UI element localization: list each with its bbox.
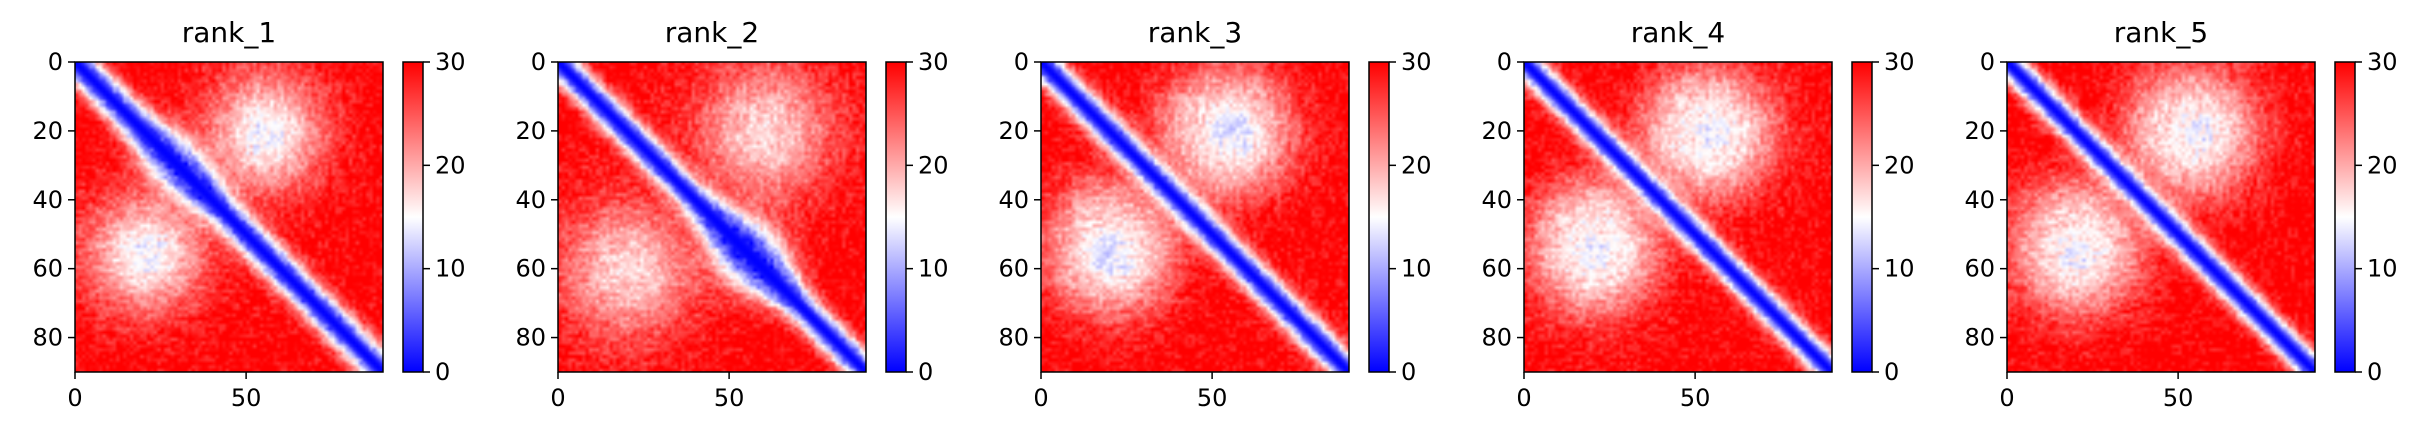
colorbar-tick-label: 30	[435, 48, 466, 76]
colorbar-tick-label: 10	[435, 255, 466, 283]
chart-title: rank_4	[1631, 16, 1725, 49]
colorbar-tick-label: 10	[1401, 255, 1432, 283]
x-tick-label: 0	[1516, 384, 1531, 412]
colorbar	[1368, 61, 1390, 373]
y-tick-label: 20	[515, 117, 546, 145]
y-tick-label: 20	[998, 117, 1029, 145]
x-tick-label: 0	[67, 384, 82, 412]
chart-title: rank_2	[665, 16, 759, 49]
heatmap-svg: rank_1 0 50 0 20 40 60 80 0 10 20 30	[32, 16, 466, 412]
y-tick-label: 40	[1481, 186, 1512, 214]
y-tick-label: 40	[32, 186, 63, 214]
colorbar-tick-label: 0	[1401, 358, 1416, 386]
colorbar	[885, 61, 907, 373]
axes-frame	[74, 61, 384, 373]
chart-title: rank_3	[1148, 16, 1242, 49]
y-tick-label: 0	[48, 48, 63, 76]
colorbar-tick-label: 10	[918, 255, 949, 283]
x-tick-label: 50	[714, 384, 745, 412]
colorbar-tick-label: 20	[2367, 151, 2398, 179]
heatmap-svg: rank_4 0 50 0 20 40 60 80 0 10 20 30	[1481, 16, 1915, 412]
colorbar-tick-label: 10	[2367, 255, 2398, 283]
x-tick-label: 50	[1680, 384, 1711, 412]
y-tick-label: 60	[998, 255, 1029, 283]
y-tick-label: 0	[531, 48, 546, 76]
y-tick-label: 60	[1481, 255, 1512, 283]
heatmap-image	[2007, 62, 2315, 372]
colorbar-tick-label: 30	[918, 48, 949, 76]
y-tick-label: 80	[998, 324, 1029, 352]
x-tick-label: 0	[550, 384, 565, 412]
colorbar-tick-label: 0	[1884, 358, 1899, 386]
heatmap-image	[558, 62, 866, 372]
x-tick-label: 50	[1197, 384, 1228, 412]
x-tick-label: 50	[2163, 384, 2194, 412]
y-tick-label: 0	[1980, 48, 1995, 76]
y-tick-label: 60	[32, 255, 63, 283]
x-tick-label: 0	[1033, 384, 1048, 412]
y-tick-label: 0	[1014, 48, 1029, 76]
colorbar-tick-label: 20	[918, 151, 949, 179]
colorbar-tick-label: 0	[435, 358, 450, 386]
heatmap-panel: rank_5 0 50 0 20 40 60 80 0 10 20 30	[1932, 0, 2415, 438]
chart-title: rank_1	[182, 16, 276, 49]
y-tick-label: 40	[998, 186, 1029, 214]
heatmap-panel: rank_2 0 50 0 20 40 60 80 0 10 20 30	[483, 0, 966, 438]
y-tick-label: 80	[1481, 324, 1512, 352]
x-tick-label: 0	[1999, 384, 2014, 412]
y-tick-label: 20	[1481, 117, 1512, 145]
heatmap-image	[1524, 62, 1832, 372]
colorbar-tick-label: 0	[2367, 358, 2382, 386]
colorbar-tick-label: 30	[2367, 48, 2398, 76]
heatmap-panel: rank_4 0 50 0 20 40 60 80 0 10 20 30	[1449, 0, 1932, 438]
heatmap-svg: rank_2 0 50 0 20 40 60 80 0 10 20 30	[515, 16, 949, 412]
axes-frame	[557, 61, 867, 373]
x-tick-label: 50	[231, 384, 262, 412]
colorbar-tick-label: 20	[1401, 151, 1432, 179]
heatmap-svg: rank_5 0 50 0 20 40 60 80 0 10 20 30	[1964, 16, 2398, 412]
heatmap-panel: rank_1 0 50 0 20 40 60 80 0 10 20 30	[0, 0, 483, 438]
y-tick-label: 80	[32, 324, 63, 352]
y-tick-label: 20	[1964, 117, 1995, 145]
y-tick-label: 20	[32, 117, 63, 145]
heatmap-image	[1041, 62, 1349, 372]
colorbar-tick-label: 20	[435, 151, 466, 179]
colorbar-tick-label: 30	[1884, 48, 1915, 76]
colorbar-tick-label: 20	[1884, 151, 1915, 179]
y-tick-label: 80	[1964, 324, 1995, 352]
chart-title: rank_5	[2114, 16, 2208, 49]
y-tick-label: 80	[515, 324, 546, 352]
colorbar-tick-label: 30	[1401, 48, 1432, 76]
y-tick-label: 0	[1497, 48, 1512, 76]
heatmap-svg: rank_3 0 50 0 20 40 60 80 0 10 20 30	[998, 16, 1432, 412]
y-tick-label: 40	[515, 186, 546, 214]
y-tick-label: 60	[515, 255, 546, 283]
y-tick-label: 60	[1964, 255, 1995, 283]
colorbar	[1851, 61, 1873, 373]
axes-frame	[1523, 61, 1833, 373]
colorbar-tick-label: 0	[918, 358, 933, 386]
axes-frame	[1040, 61, 1350, 373]
colorbar	[2334, 61, 2356, 373]
colorbar-tick-label: 10	[1884, 255, 1915, 283]
heatmap-panel: rank_3 0 50 0 20 40 60 80 0 10 20 30	[966, 0, 1449, 438]
y-tick-label: 40	[1964, 186, 1995, 214]
axes-frame	[2006, 61, 2316, 373]
heatmap-image	[75, 62, 383, 372]
colorbar	[402, 61, 424, 373]
